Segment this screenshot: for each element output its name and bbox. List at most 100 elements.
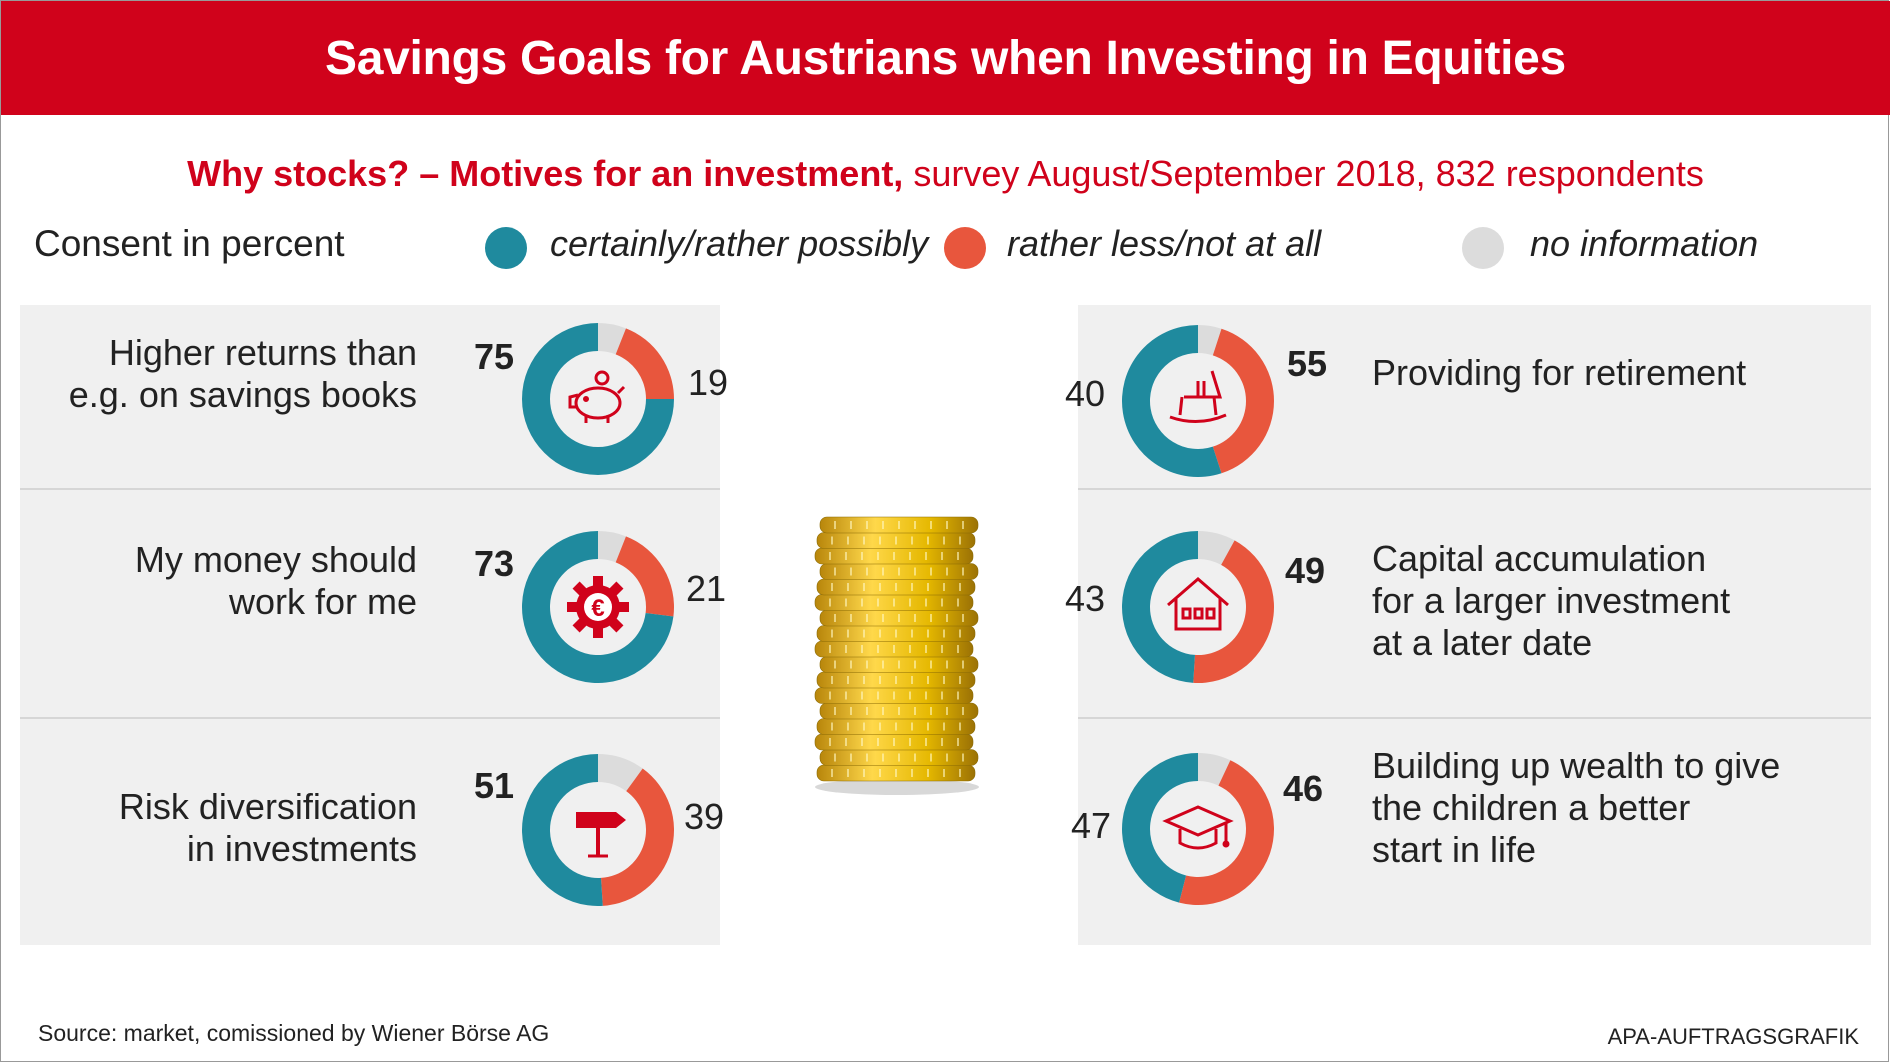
segment-no-information [1198,325,1222,356]
coin-ridge [879,536,881,545]
house-icon [1167,577,1229,631]
coin-ridge [943,629,945,638]
item-label-children: Building up wealth to give the children … [1372,745,1780,871]
segment-certainly [522,754,603,906]
value-no: 39 [684,796,725,837]
coin-ridge [850,660,852,669]
coin-ridge [834,707,836,715]
coin-ridge [831,536,833,545]
coin-ridge [893,552,895,560]
coin-ridge [930,660,932,669]
right-divider-2 [1078,717,1871,719]
coin-ridge [847,676,849,684]
segment-rather-less [615,536,674,617]
coin-ridge [925,598,927,607]
donut-chart-money-work: € [522,531,674,683]
coin-ridge [959,536,961,545]
legend-dot-no [944,227,986,269]
coin-ridge [930,753,932,762]
coin-ridge [882,660,884,669]
coin-ridge [877,598,879,607]
coin-ridge [831,629,833,638]
coin-ridge [879,583,881,591]
donut-chart-returns [522,323,674,475]
coin-ridge [941,691,943,700]
item-label-line: for a larger investment [1372,580,1731,621]
value-yes: 51 [474,765,515,806]
coin-ridge [927,769,929,777]
coin-ridge [877,738,879,746]
coin-ridge [879,722,881,731]
coin-ridge [863,536,865,545]
coin-ridge [850,567,852,576]
subtitle: Why stocks? – Motives for an investment,… [0,153,1891,195]
coin-ridge [831,583,833,591]
coin-ridge [898,567,900,576]
coin-ridge [895,769,897,777]
coin-ridge [909,552,911,560]
coin-ridge [866,521,868,529]
coin-ridge [959,722,961,731]
coin-ridge [829,598,831,607]
coin-ridge [946,753,948,762]
euro-gear-icon: € [567,576,629,638]
coin-ridge [877,645,879,653]
coin-ridge [863,629,865,638]
value-yes: 49 [1285,550,1326,591]
legend-label-no: rather less/not at all [1007,223,1322,264]
coin-ridge [893,738,895,746]
item-label-line: start in life [1372,829,1537,870]
coin-ridge [941,598,943,607]
coin-ridge [898,660,900,669]
value-no: 40 [1065,373,1106,414]
coin-ridge [847,629,849,638]
coin-stack-image [814,516,979,795]
coin-layers [814,516,979,782]
graduation-cap-icon [1162,805,1234,850]
page-title: Savings Goals for Austrians when Investi… [325,32,1566,85]
coin-ridge [962,660,964,669]
value-yes: 55 [1287,343,1328,384]
coin-ridge [866,707,868,715]
coin-ridge [845,738,847,746]
legend-label-none: no information [1530,223,1759,264]
coin-ridge [925,552,927,560]
coin-ridge [861,645,863,653]
segment-certainly [522,323,674,475]
coin-ridge [847,769,849,777]
segment-certainly [1122,325,1222,477]
coin-ridge [914,521,916,529]
coin-ridge [943,583,945,591]
coin-ridge [927,583,929,591]
rocking-chair-icon [1169,370,1227,423]
coin-ridge [943,769,945,777]
coin-ridge [866,567,868,576]
item-label-line: My money should [134,539,417,580]
value-no: 21 [686,568,727,609]
coin-ridge [879,769,881,777]
coin-ridge [895,676,897,684]
coin-ridge [831,769,833,777]
segment-no-information [598,754,643,792]
coin-ridge [834,660,836,669]
coin-ridge [957,552,959,560]
coin-ridge [925,645,927,653]
coin-ridge [861,598,863,607]
coin-ridge [898,521,900,529]
left-divider-1 [20,488,720,490]
segment-rather-less [601,768,674,906]
coin-ridge [863,722,865,731]
coin-ridge [962,521,964,529]
value-no: 43 [1065,578,1106,619]
item-label-line: the children a better [1372,787,1691,828]
coin-ridge [930,521,932,529]
item-label-line: at a later date [1372,622,1593,663]
coin-ridge [863,676,865,684]
coin-ridge [863,769,865,777]
coin-ridge [946,614,948,622]
coin-ridge [879,676,881,684]
credit-note: APA-AUFTRAGSGRAFIK [1607,1024,1859,1049]
title-bar: Savings Goals for Austrians when Investi… [1,1,1890,115]
coin-ridge [959,769,961,777]
value-yes: 73 [474,543,515,584]
